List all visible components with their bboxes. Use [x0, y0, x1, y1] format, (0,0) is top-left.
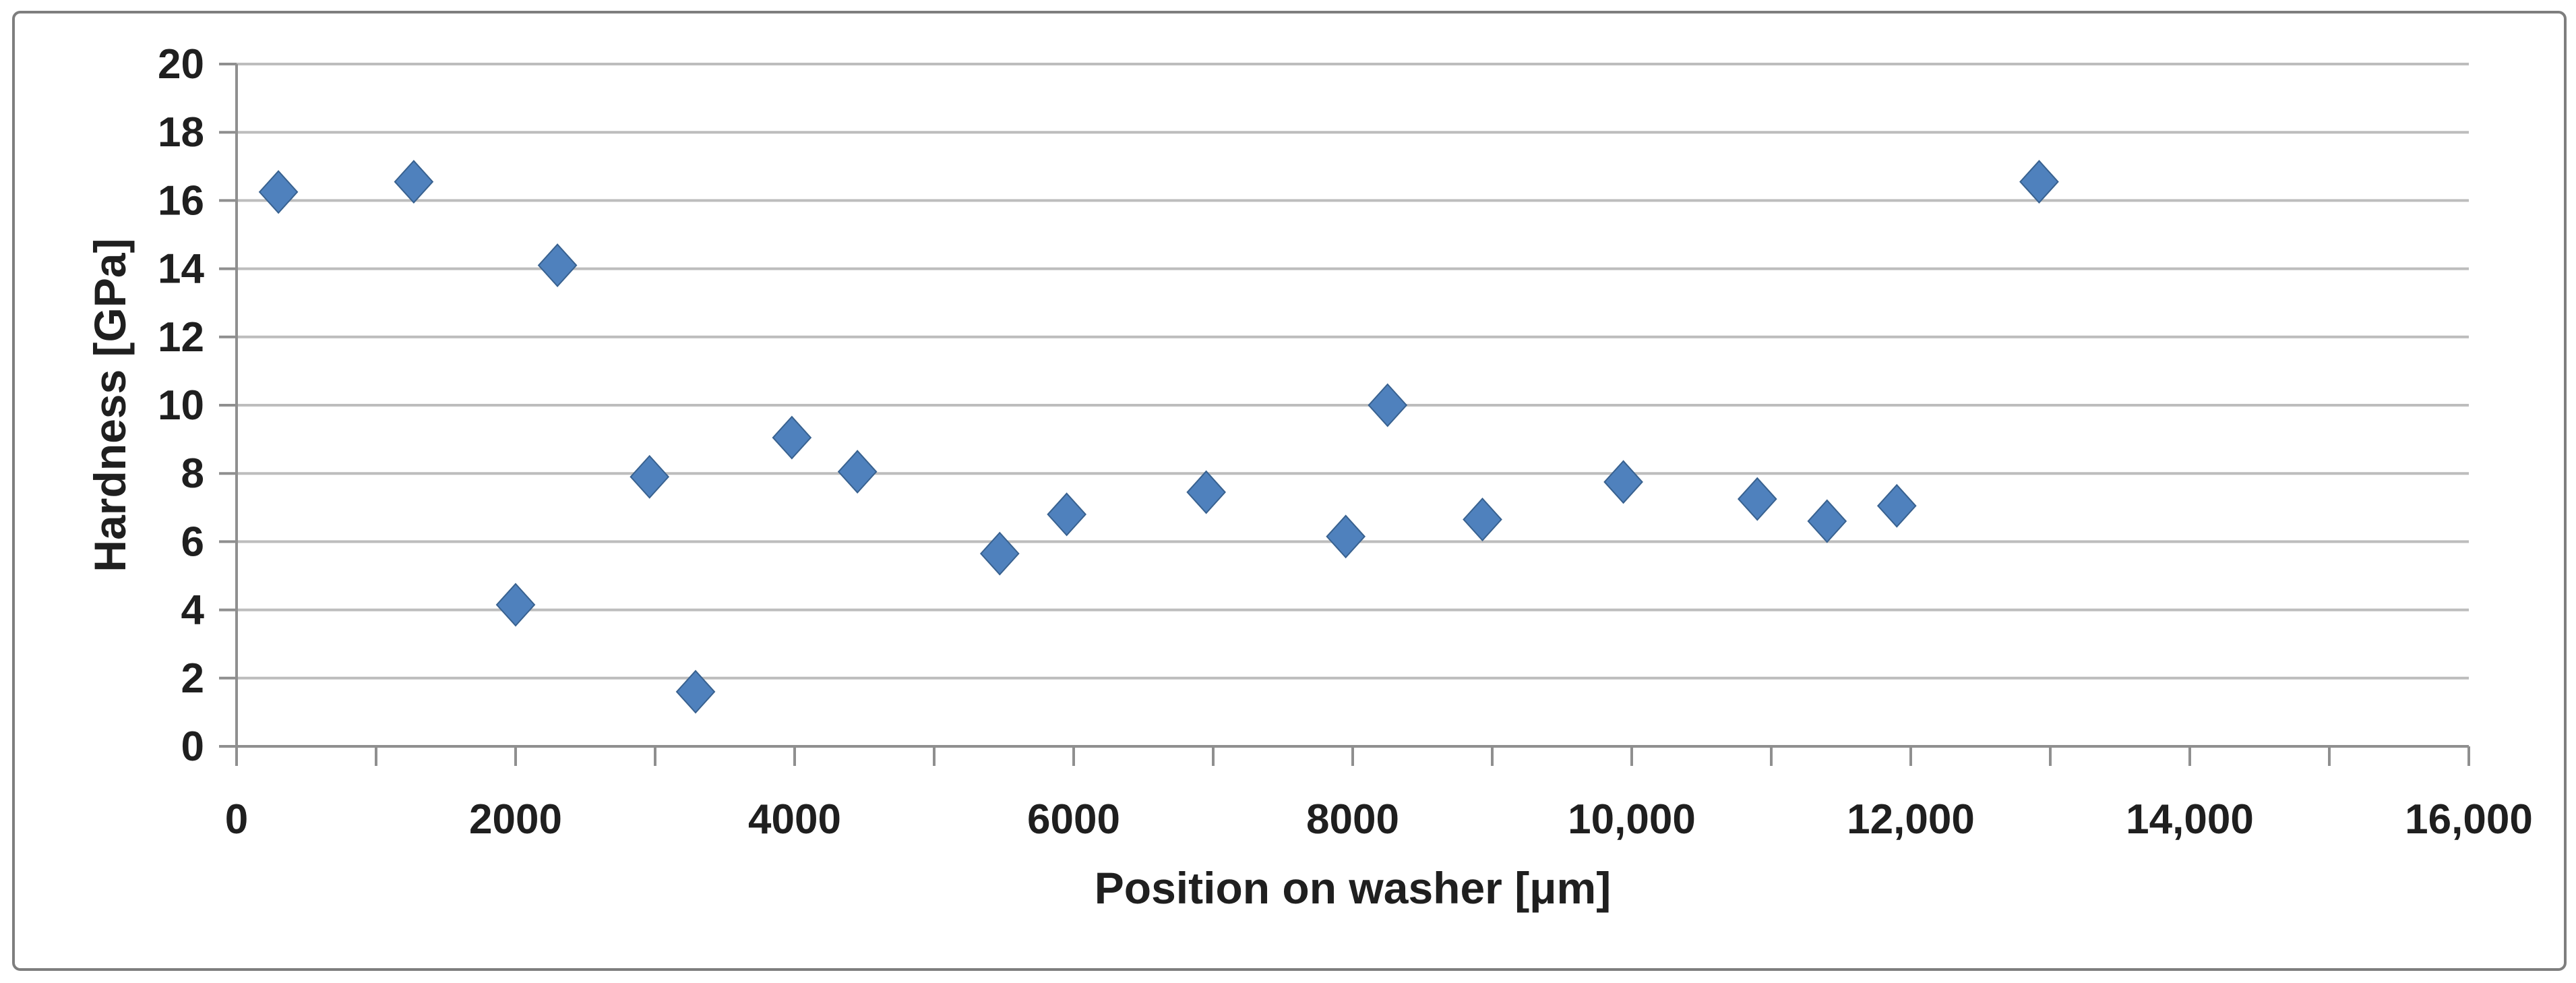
x-tick-label: 16,000 — [2405, 796, 2533, 843]
y-tick-label: 6 — [181, 518, 204, 565]
data-point-marker — [1186, 470, 1226, 514]
y-tick-label: 2 — [181, 655, 204, 702]
y-tick-label: 10 — [158, 382, 204, 429]
data-point-marker — [1737, 477, 1777, 521]
x-tick-labels-group: 0 2000 4000 6000 8000 10,000 12,000 14,000 16,00… — [225, 796, 2533, 843]
y-tick-label: 14 — [158, 246, 204, 293]
x-tick-label: 6000 — [1027, 796, 1120, 843]
data-point-marker — [630, 454, 670, 499]
y-tick-label: 20 — [158, 41, 204, 88]
data-point-marker — [1603, 460, 1643, 504]
data-points-group — [258, 160, 2059, 714]
data-point-marker — [675, 669, 716, 714]
data-point-marker — [1876, 483, 1917, 528]
x-tick-label: 0 — [225, 796, 248, 843]
data-point-marker — [1047, 492, 1086, 537]
y-tick-labels-group: 0 2 4 6 8 10 12 14 16 18 20 — [158, 41, 204, 770]
x-tick-label: 8000 — [1306, 796, 1399, 843]
x-tick-label: 2000 — [469, 796, 562, 843]
y-tick-label: 0 — [181, 723, 204, 770]
data-point-marker — [495, 583, 536, 627]
data-point-marker — [772, 415, 812, 460]
tick-marks-group — [219, 63, 2470, 766]
data-point-marker — [537, 243, 578, 288]
y-tick-label: 16 — [158, 177, 204, 224]
data-point-marker — [2019, 160, 2059, 204]
y-tick-label: 4 — [181, 587, 205, 634]
data-point-marker — [1463, 498, 1502, 542]
gridlines-group — [237, 63, 2469, 680]
data-point-marker — [1368, 383, 1408, 427]
x-tick-label: 14,000 — [2126, 796, 2254, 843]
data-point-marker — [1807, 499, 1847, 543]
y-axis-title: Hardness [GPa] — [85, 238, 135, 572]
x-tick-label: 12,000 — [1847, 796, 1975, 843]
data-point-marker — [979, 531, 1020, 576]
data-point-marker — [258, 170, 299, 214]
y-tick-label: 18 — [158, 109, 204, 156]
y-tick-label: 8 — [181, 450, 204, 497]
x-tick-label: 10,000 — [1568, 796, 1696, 843]
data-point-marker — [837, 450, 878, 494]
data-point-marker — [394, 160, 434, 204]
x-axis-title: Position on washer [μm] — [1095, 863, 1611, 913]
y-tick-label: 12 — [158, 314, 204, 361]
chart-border — [12, 11, 2567, 971]
data-point-marker — [1326, 514, 1366, 559]
x-tick-label: 4000 — [748, 796, 841, 843]
